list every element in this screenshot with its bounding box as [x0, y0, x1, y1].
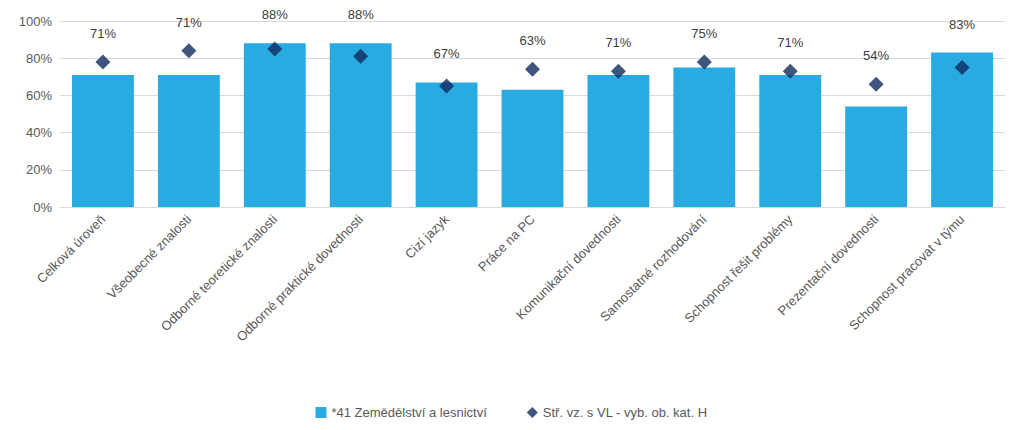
svg-text:20%: 20% — [26, 162, 52, 177]
svg-text:Prezentační dovednosti: Prezentační dovednosti — [774, 211, 882, 319]
svg-text:80%: 80% — [26, 51, 52, 66]
svg-text:Samostatné rozhodování: Samostatné rozhodování — [596, 211, 710, 325]
svg-text:Práce na PC: Práce na PC — [475, 212, 538, 275]
svg-text:67%: 67% — [434, 46, 460, 61]
svg-text:71%: 71% — [777, 35, 803, 50]
svg-text:Schopnost pracovat v týmu: Schopnost pracovat v týmu — [846, 212, 967, 333]
svg-text:71%: 71% — [90, 26, 116, 41]
svg-text:54%: 54% — [863, 48, 889, 63]
svg-text:83%: 83% — [949, 17, 975, 32]
svg-text:88%: 88% — [262, 7, 288, 22]
svg-text:Odborné praktické dovednosti: Odborné praktické dovednosti — [233, 212, 366, 345]
svg-text:0%: 0% — [33, 200, 52, 215]
svg-text:63%: 63% — [519, 33, 545, 48]
svg-text:*41 Zemědělství a lesnictví: *41 Zemědělství a lesnictví — [331, 405, 487, 420]
svg-text:Komunikační dovednosti: Komunikační dovednosti — [513, 211, 624, 323]
svg-text:Schopnost řešit problémy: Schopnost řešit problémy — [681, 211, 796, 326]
svg-text:Odborné teoretické znalosti: Odborné teoretické znalosti — [157, 211, 281, 335]
svg-text:Stř. vz. s VL - vyb. ob. kat.: Stř. vz. s VL - vyb. ob. kat. H — [543, 405, 707, 420]
svg-text:Všeobecné znalosti: Všeobecné znalosti — [104, 212, 194, 302]
svg-text:88%: 88% — [348, 7, 374, 22]
svg-text:100%: 100% — [19, 14, 53, 29]
svg-text:Cizí jazyk: Cizí jazyk — [402, 211, 452, 261]
svg-text:75%: 75% — [691, 26, 717, 41]
svg-text:40%: 40% — [26, 125, 52, 140]
svg-text:71%: 71% — [176, 15, 202, 30]
svg-text:Celková úroveň: Celková úroveň — [34, 212, 108, 286]
svg-text:71%: 71% — [605, 35, 631, 50]
svg-text:60%: 60% — [26, 88, 52, 103]
